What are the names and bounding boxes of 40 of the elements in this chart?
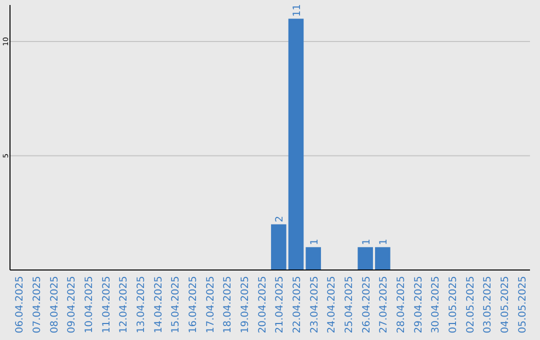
x-tick-label: 07.04.2025 (32, 276, 43, 334)
x-tick-label: 13.04.2025 (136, 276, 147, 334)
x-tick-label: 05.05.2025 (517, 276, 528, 334)
x-tick-label: 11.04.2025 (101, 276, 112, 334)
x-tick-label: 01.05.2025 (448, 276, 459, 334)
data-label: 1 (309, 238, 320, 246)
x-tick-label: 29.04.2025 (413, 276, 424, 334)
bar (271, 224, 286, 270)
bar (288, 18, 304, 270)
data-label: 2 (274, 216, 286, 222)
x-tick-label: 27.04.2025 (378, 276, 390, 334)
x-tick-label: 17.04.2025 (205, 276, 216, 334)
x-tick-label: 18.04.2025 (222, 276, 234, 334)
x-tick-label: 06.04.2025 (14, 276, 26, 334)
x-tick-label: 21.04.2025 (274, 276, 286, 334)
x-tick-label: 25.04.2025 (344, 276, 355, 334)
bar (358, 247, 373, 270)
data-label: 1 (378, 238, 390, 246)
data-label: 11 (292, 4, 303, 17)
x-tick-label: 15.04.2025 (170, 276, 182, 334)
x-tick-label: 03.05.2025 (482, 276, 494, 334)
x-tick-label: 08.04.2025 (49, 276, 60, 334)
x-tick-label: 30.04.2025 (430, 276, 442, 334)
x-tick-label: 28.04.2025 (396, 276, 407, 334)
x-tick-label: 20.04.2025 (257, 276, 268, 334)
x-tick-label: 02.05.2025 (465, 276, 476, 334)
data-label: 1 (361, 238, 372, 246)
x-tick-label: 04.05.2025 (500, 276, 511, 334)
x-tick-label: 24.04.2025 (326, 276, 338, 334)
bar (375, 247, 390, 270)
bar (306, 247, 321, 270)
x-tick-label: 10.04.2025 (84, 276, 95, 334)
x-tick-label: 14.04.2025 (153, 276, 164, 334)
x-tick-label: 12.04.2025 (118, 276, 130, 334)
x-tick-label: 19.04.2025 (240, 276, 251, 334)
x-tick-label: 26.04.2025 (361, 276, 372, 334)
x-tick-label: 23.04.2025 (309, 276, 320, 334)
x-tick-label: 09.04.2025 (66, 276, 78, 334)
x-tick-label: 22.04.2025 (292, 276, 303, 334)
x-tick-label: 16.04.2025 (188, 276, 199, 334)
